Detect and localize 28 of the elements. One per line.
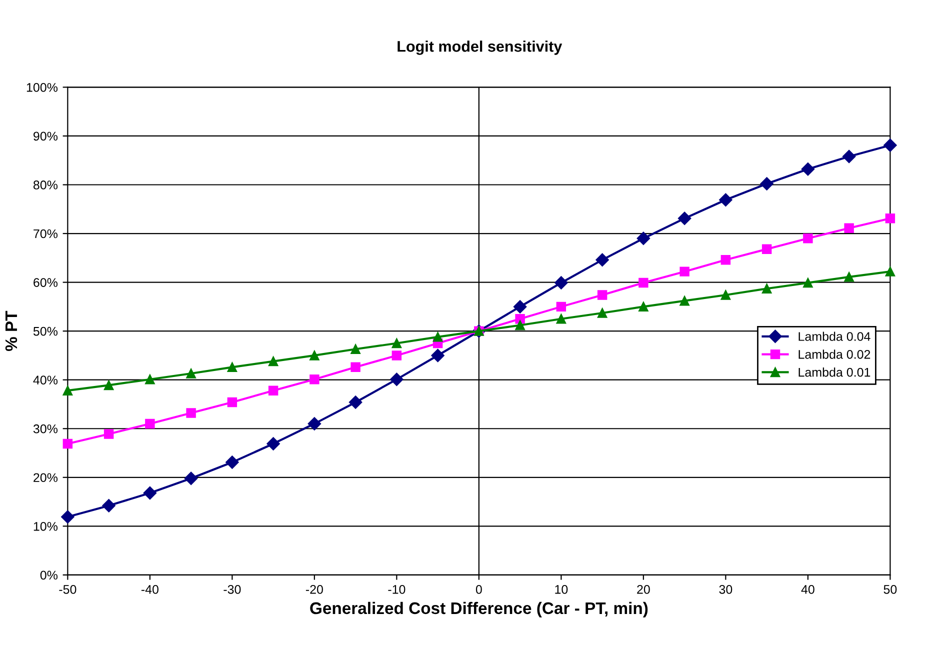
y-tick-label: 100%: [26, 83, 58, 92]
y-tick-label: 20%: [34, 473, 58, 482]
x-tick-label: 0: [476, 584, 482, 594]
y-tick-label: 30%: [33, 424, 58, 434]
x-tick-label: 40: [801, 584, 814, 594]
x-tick-label: 10: [555, 584, 568, 594]
x-tick-label: -40: [141, 584, 158, 594]
x-tick-label: -50: [59, 584, 76, 594]
legend-label: Lambda 0.04: [798, 332, 870, 341]
x-tick-label: -10: [388, 584, 406, 594]
y-tick-label: 90%: [34, 132, 58, 141]
y-tick-label: 10%: [34, 522, 58, 531]
x-axis-title: Generalized Cost Difference (Car - PT, min): [310, 602, 648, 618]
y-tick-label: 50%: [33, 326, 58, 336]
y-tick-label: 80%: [33, 180, 58, 190]
legend-label: Lambda 0.01: [798, 368, 870, 377]
x-tick-label: 50: [884, 584, 897, 594]
x-tick-label: 20: [637, 584, 650, 594]
y-tick-label: 40%: [33, 376, 58, 384]
chart-title: Logit model sensitivity: [398, 40, 562, 55]
legend-label: Lambda 0.02: [798, 350, 870, 359]
x-tick-label: 30: [719, 584, 732, 594]
y-tick-label: 0%: [40, 570, 58, 580]
x-tick-label: -20: [306, 584, 323, 594]
x-tick-label: -30: [224, 584, 241, 594]
y-axis-title: % PT: [5, 310, 18, 352]
y-tick-label: 70%: [34, 229, 58, 238]
y-tick-label: 60%: [34, 278, 58, 287]
